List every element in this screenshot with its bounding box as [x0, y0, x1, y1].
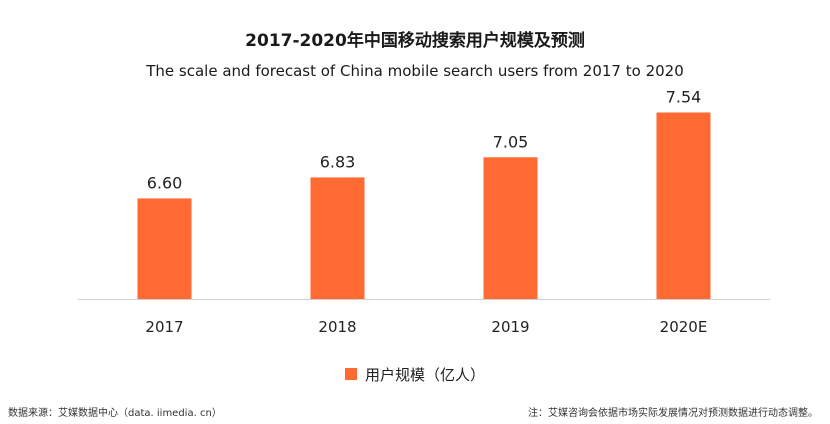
chart-legend: 用户规模（亿人）	[0, 364, 830, 385]
bar-2020E	[656, 112, 711, 299]
bar-2018	[310, 177, 365, 299]
data-label-2020E: 7.54	[666, 87, 702, 106]
x-tick-label-2019: 2019	[491, 318, 529, 336]
bar-2017	[137, 198, 192, 299]
x-tick-label-2017: 2017	[145, 318, 183, 336]
chart-title: 2017-2020年中国移动搜索用户规模及预测	[245, 31, 585, 51]
x-tick-label-2018: 2018	[318, 318, 356, 336]
data-source-note: 数据来源：艾媒数据中心（data. iimedia. cn）	[8, 408, 222, 419]
chart-subtitle: The scale and forecast of China mobile s…	[146, 62, 684, 80]
x-tick-label-2020E: 2020E	[660, 318, 708, 336]
data-label-2018: 6.83	[320, 152, 356, 171]
bar-2019	[483, 157, 538, 299]
forecast-note: 注：艾媒咨询会依据市场实际发展情况对预测数据进行动态调整。	[528, 408, 818, 419]
legend-label: 用户规模（亿人）	[364, 366, 485, 384]
data-label-2019: 7.05	[493, 132, 529, 151]
data-label-2017: 6.60	[147, 173, 183, 192]
legend-swatch	[344, 368, 357, 380]
